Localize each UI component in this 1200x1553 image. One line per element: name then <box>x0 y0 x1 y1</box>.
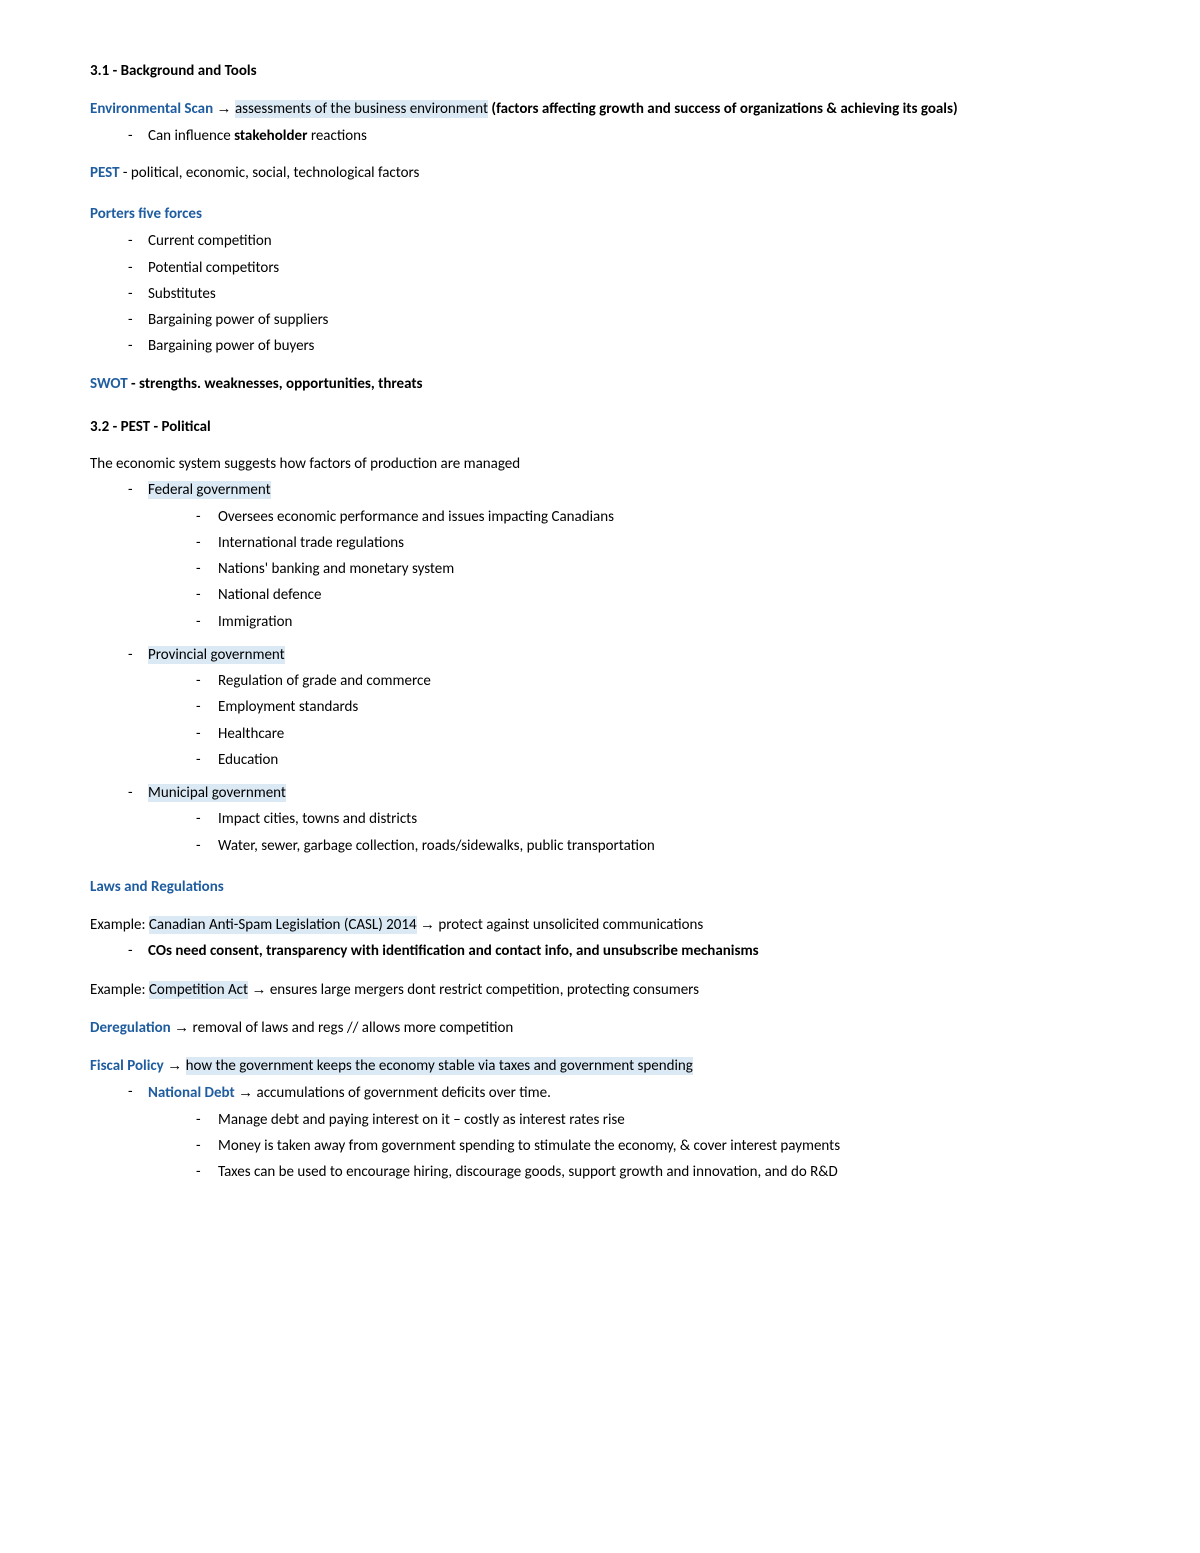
text: Example: <box>90 916 149 934</box>
deregulation-line: Deregulation → removal of laws and regs … <box>90 1016 1110 1040</box>
arrow-icon: → <box>167 1057 182 1074</box>
fiscal-line: Fiscal Policy → how the government keeps… <box>90 1054 1110 1078</box>
arrow-icon: → <box>217 100 232 117</box>
list-item: Federal government Oversees economic per… <box>90 479 1110 634</box>
federal-gov-hl: Federal government <box>148 481 271 499</box>
porters-heading: Porters five forces <box>90 203 1110 226</box>
text: accumulations of government deficits ove… <box>253 1084 551 1102</box>
env-scan-list: Can influence stakeholder reactions <box>90 125 1110 148</box>
text: International trade regulations <box>218 534 404 552</box>
text: reactions <box>307 127 366 145</box>
text: ensures large mergers dont restrict comp… <box>266 981 699 999</box>
list-item: Taxes can be used to encourage hiring, d… <box>148 1161 1110 1184</box>
competition-line: Example: Competition Act → ensures large… <box>90 978 1110 1002</box>
env-scan-line: Environmental Scan → assessments of the … <box>90 97 1110 121</box>
env-scan-rest: (factors affecting growth and success of… <box>488 100 958 118</box>
text: National defence <box>218 586 321 604</box>
text: Regulation of grade and commerce <box>218 672 431 690</box>
arrow-icon: → <box>420 916 435 933</box>
section-3-2-title: 3.2 - PEST - Political <box>90 416 1110 439</box>
provincial-gov-hl: Provincial government <box>148 646 285 664</box>
pest-line: PEST - political, economic, social, tech… <box>90 162 1110 185</box>
text: Taxes can be used to encourage hiring, d… <box>218 1163 838 1181</box>
text: Money is taken away from government spen… <box>218 1137 840 1155</box>
list-item: National Debt → accumulations of governm… <box>90 1081 1110 1184</box>
list-item: Provincial government Regulation of grad… <box>90 644 1110 772</box>
provincial-sublist: Regulation of grade and commerce Employm… <box>148 670 1110 772</box>
list-item: Current competition <box>90 230 1110 253</box>
list-item: COs need consent, transparency with iden… <box>90 940 1110 963</box>
laws-heading: Laws and Regulations <box>90 876 1110 899</box>
casl-line: Example: Canadian Anti-Spam Legislation … <box>90 913 1110 937</box>
list-item: Bargaining power of suppliers <box>90 309 1110 332</box>
text: Immigration <box>218 613 292 631</box>
list-item: Oversees economic performance and issues… <box>148 506 1110 529</box>
casl-hl: Canadian Anti-Spam Legislation (CASL) 20… <box>149 916 417 934</box>
list-item: Bargaining power of buyers <box>90 335 1110 358</box>
pest-def: - political, economic, social, technolog… <box>120 164 420 182</box>
gov-list: Federal government Oversees economic per… <box>90 479 1110 858</box>
swot-term: SWOT <box>90 375 128 393</box>
list-item: Nations' banking and monetary system <box>148 558 1110 581</box>
env-scan-highlight: assessments of the business environment <box>235 100 488 118</box>
econ-intro: The economic system suggests how factors… <box>90 453 1110 476</box>
porters-list: Current competition Potential competitor… <box>90 230 1110 358</box>
text: Healthcare <box>218 725 284 743</box>
swot-def: - strengths. weaknesses, opportunities, … <box>128 375 423 393</box>
text: Substitutes <box>148 285 216 303</box>
deregulation-term: Deregulation <box>90 1019 171 1037</box>
list-item: Water, sewer, garbage collection, roads/… <box>148 835 1110 858</box>
text: Bargaining power of buyers <box>148 337 314 355</box>
list-item: National defence <box>148 584 1110 607</box>
text: Example: <box>90 981 149 999</box>
arrow-icon: → <box>174 1019 189 1036</box>
section-3-1-title: 3.1 - Background and Tools <box>90 60 1110 83</box>
swot-line: SWOT - strengths. weaknesses, opportunit… <box>90 373 1110 396</box>
arrow-icon: → <box>238 1084 253 1101</box>
fiscal-term: Fiscal Policy <box>90 1057 164 1075</box>
arrow-icon: → <box>251 981 266 998</box>
env-scan-term: Environmental Scan <box>90 100 213 118</box>
list-item: Substitutes <box>90 283 1110 306</box>
text: Manage debt and paying interest on it – … <box>218 1111 625 1129</box>
text: Impact cities, towns and districts <box>218 810 417 828</box>
list-item: Education <box>148 749 1110 772</box>
fiscal-hl: how the government keeps the economy sta… <box>186 1057 693 1075</box>
list-item: Impact cities, towns and districts <box>148 808 1110 831</box>
text: protect against unsolicited communicatio… <box>435 916 703 934</box>
list-item: International trade regulations <box>148 532 1110 555</box>
national-debt-term: National Debt <box>148 1084 235 1102</box>
list-item: Potential competitors <box>90 257 1110 280</box>
text: Potential competitors <box>148 259 279 277</box>
text: Water, sewer, garbage collection, roads/… <box>218 837 655 855</box>
list-item: Money is taken away from government spen… <box>148 1135 1110 1158</box>
text: Bargaining power of suppliers <box>148 311 328 329</box>
list-item: Regulation of grade and commerce <box>148 670 1110 693</box>
list-item: Immigration <box>148 611 1110 634</box>
list-item: Employment standards <box>148 696 1110 719</box>
text: removal of laws and regs // allows more … <box>189 1019 513 1037</box>
list-item: Municipal government Impact cities, town… <box>90 782 1110 858</box>
municipal-sublist: Impact cities, towns and districts Water… <box>148 808 1110 858</box>
text: COs need consent, transparency with iden… <box>148 942 759 960</box>
pest-term: PEST <box>90 164 120 182</box>
federal-sublist: Oversees economic performance and issues… <box>148 506 1110 634</box>
text: Nations' banking and monetary system <box>218 560 454 578</box>
text: Can influence <box>148 127 234 145</box>
text: Current competition <box>148 232 272 250</box>
list-item: Can influence stakeholder reactions <box>90 125 1110 148</box>
list-item: Manage debt and paying interest on it – … <box>148 1109 1110 1132</box>
competition-hl: Competition Act <box>149 981 248 999</box>
text: Oversees economic performance and issues… <box>218 508 614 526</box>
list-item: Healthcare <box>148 723 1110 746</box>
text: Education <box>218 751 278 769</box>
text: Employment standards <box>218 698 358 716</box>
casl-list: COs need consent, transparency with iden… <box>90 940 1110 963</box>
stakeholder-bold: stakeholder <box>234 127 307 145</box>
national-debt-sublist: Manage debt and paying interest on it – … <box>148 1109 1110 1185</box>
municipal-gov-hl: Municipal government <box>148 784 286 802</box>
fiscal-list: National Debt → accumulations of governm… <box>90 1081 1110 1184</box>
